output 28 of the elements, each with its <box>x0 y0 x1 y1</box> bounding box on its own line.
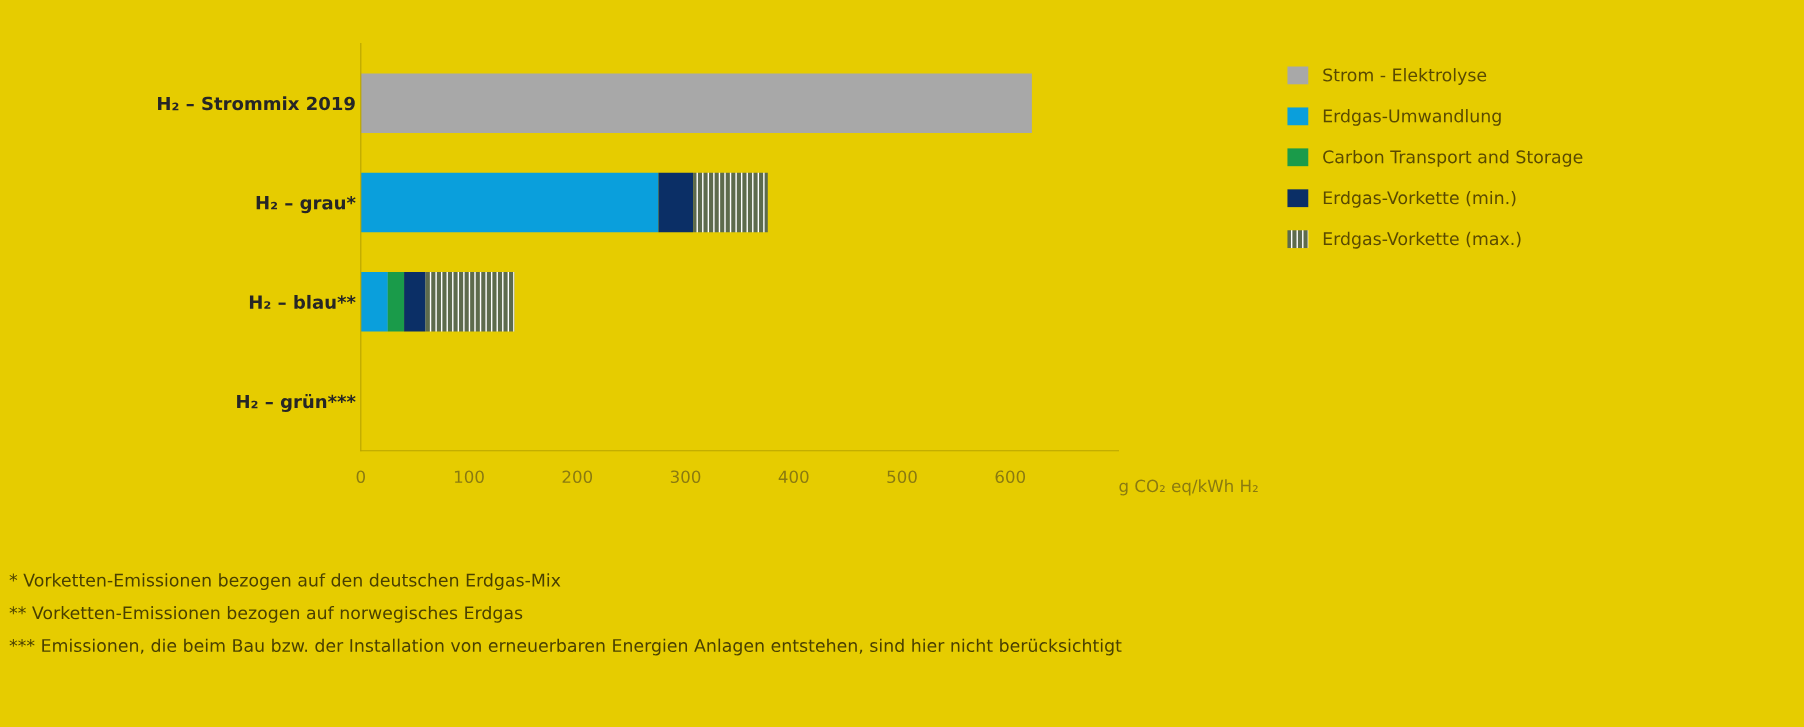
legend-label: Strom - Elektrolyse <box>1323 68 1487 85</box>
bar <box>693 172 768 233</box>
legend-label: Erdgas-Vorkette (min.) <box>1323 190 1516 208</box>
bar <box>360 73 1032 133</box>
bar <box>387 272 405 332</box>
y-tick-label: H₂ – blau** <box>249 294 356 309</box>
bar <box>404 272 426 332</box>
x-tick-label: 0 <box>356 470 365 484</box>
bar <box>360 172 659 233</box>
x-tick-label: 100 <box>454 470 484 484</box>
x-tick-label: 600 <box>995 470 1026 484</box>
bar <box>658 172 694 233</box>
y-tick-label: H₂ – grau* <box>256 195 356 214</box>
bar <box>360 272 388 332</box>
x-tick-label: 200 <box>562 470 593 484</box>
text: *** Emissionen, die beim Bau bzw. der Installation von erneuerbaren Energien Anlagen entstehen, sind hier nicht berücksichtigt <box>9 638 1122 656</box>
y-tick-label: H₂ – grün*** <box>237 394 356 412</box>
text: ** Vorketten-Emissionen bezogen auf norwegisches Erdgas <box>9 605 523 623</box>
x-tick-label: 500 <box>887 470 917 484</box>
x-tick-label: 400 <box>778 470 809 484</box>
legend-label: Erdgas-Vorkette (max.) <box>1323 231 1521 249</box>
x-tick-label: 300 <box>670 470 701 484</box>
text: * Vorketten-Emissionen bezogen auf den deutschen Erdgas-Mix <box>9 573 561 590</box>
bar <box>425 272 515 332</box>
legend-label: Erdgas-Umwandlung <box>1323 109 1501 126</box>
y-tick-label: H₂ – Strommix 2019 <box>158 96 355 111</box>
x-axis-title: g CO₂ eq/kWh H₂ <box>1119 479 1258 496</box>
legend-label: Carbon Transport and Storage <box>1323 149 1583 167</box>
